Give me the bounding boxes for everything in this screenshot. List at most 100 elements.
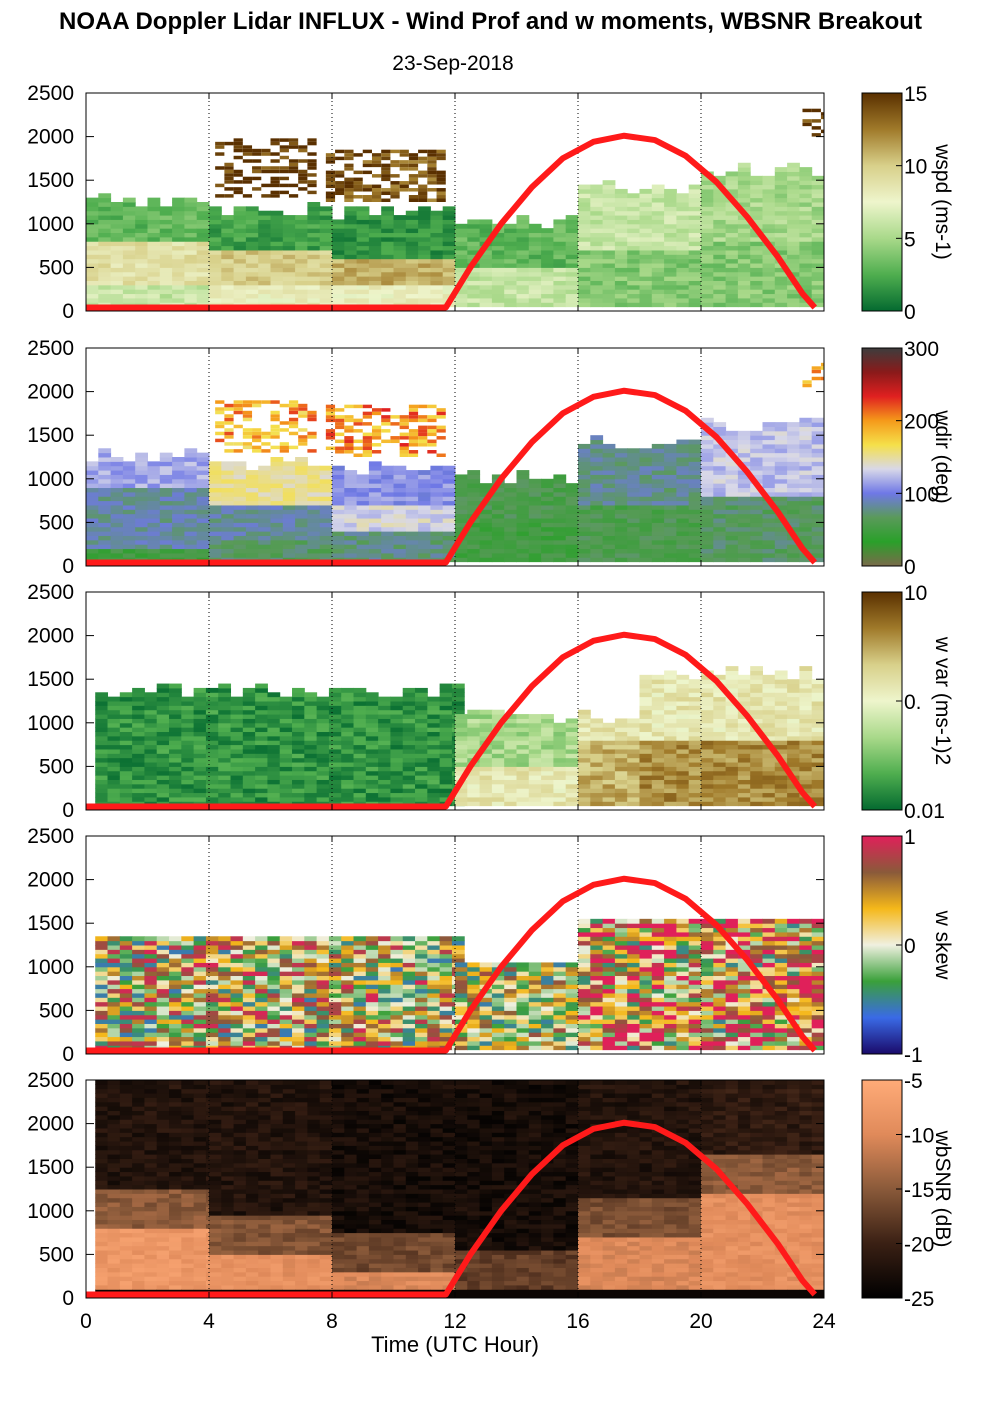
heatmap-cell [541,757,554,763]
heatmap-cell [430,522,444,528]
heatmap-cell [688,263,702,268]
heatmap-cell [590,762,604,767]
heatmap-cell [135,513,148,519]
heatmap-cell [242,400,253,404]
heatmap-cell [418,289,431,295]
heatmap-cell [270,461,284,467]
heatmap-cell [381,474,394,480]
heatmap-cell [651,280,665,286]
heatmap-cell [393,280,407,286]
heatmap-cell [820,129,824,134]
heatmap-cell [737,735,751,741]
heatmap-cell [725,766,739,772]
heatmap-cell [233,276,247,281]
heatmap-cell [242,762,256,767]
heatmap-cell [122,284,136,290]
heatmap-cell [442,478,456,484]
heatmap-cell [415,705,428,711]
heatmap-cell [390,696,404,702]
heatmap-cell [639,509,653,515]
heatmap-cell [233,400,243,404]
heatmap-cell [676,206,690,212]
heatmap-cell [528,757,542,763]
heatmap-cell [676,552,690,558]
heatmap-cell [676,289,690,295]
heatmap-cell [664,762,677,767]
heatmap-cell [602,302,616,308]
heatmap-cell [132,748,145,754]
heatmap-cell [811,258,824,264]
heatmap-cell [762,792,776,798]
heatmap-cell [242,701,256,706]
heatmap-cell [802,380,812,384]
heatmap-cell [811,544,824,550]
heatmap-cell [353,422,363,426]
heatmap-cell [181,762,195,767]
heatmap-cell [516,284,530,290]
heatmap-cell [270,297,284,303]
heatmap-cell [270,138,280,142]
heatmap-cell [553,762,567,767]
heatmap-cell [504,487,517,493]
heatmap-cell [491,748,505,754]
figure-subtitle: 23-Sep-2018 [392,52,514,75]
heatmap-cell [725,679,739,685]
heatmap-cell [578,461,591,467]
heatmap-cell [193,788,207,794]
heatmap-cell [787,206,800,212]
heatmap-cell [737,271,751,277]
heatmap-cell [439,766,453,772]
heatmap-cell [737,245,751,251]
heatmap-cell [516,539,530,545]
heatmap-cell [602,722,616,728]
heatmap-cell [135,461,148,467]
heatmap-cell [688,249,702,255]
heatmap-cell [590,184,604,190]
heatmap-cell [750,705,763,711]
heatmap-cell [651,557,665,563]
heatmap-cell [341,748,355,754]
heatmap-cell [541,753,554,759]
heatmap-cell [627,522,640,528]
heatmap-cell [651,748,665,754]
heatmap-cell [590,796,604,802]
heatmap-cell [639,727,653,733]
heatmap-cell [565,735,579,741]
heatmap-cell [282,297,296,303]
heatmap-cell [242,735,256,741]
heatmap-cell [762,535,776,541]
heatmap-cell [144,757,158,763]
heatmap-cell [304,792,318,798]
heatmap-cell [602,215,616,220]
heatmap-cell [750,696,763,702]
heatmap-cell [651,289,665,295]
heatmap-cell [252,428,262,432]
heatmap-cell [86,219,99,225]
heatmap-cell [565,297,579,303]
heatmap-cell [787,197,800,203]
heatmap-cell [725,779,739,785]
heatmap-cell [528,297,542,303]
heatmap-cell [725,267,739,273]
heatmap-cell [279,701,293,706]
heatmap-cell [135,263,148,268]
heatmap-cell [255,709,268,715]
heatmap-cell [639,241,653,247]
heatmap-cell [122,522,136,528]
heatmap-cell [504,223,517,229]
heatmap-cell [639,284,653,290]
heatmap-cell [224,407,234,411]
heatmap-cell [627,526,640,532]
heatmap-cell [651,513,665,519]
heatmap-cell [233,410,243,415]
heatmap-cell [304,714,318,719]
heatmap-cell [725,443,739,449]
heatmap-cell [282,535,296,541]
heatmap-cell [614,267,628,273]
heatmap-cell [341,709,355,715]
heatmap-cell [295,504,308,510]
heatmap-cell [676,197,690,203]
heatmap-cell [196,206,210,212]
heatmap-cell [356,548,370,554]
